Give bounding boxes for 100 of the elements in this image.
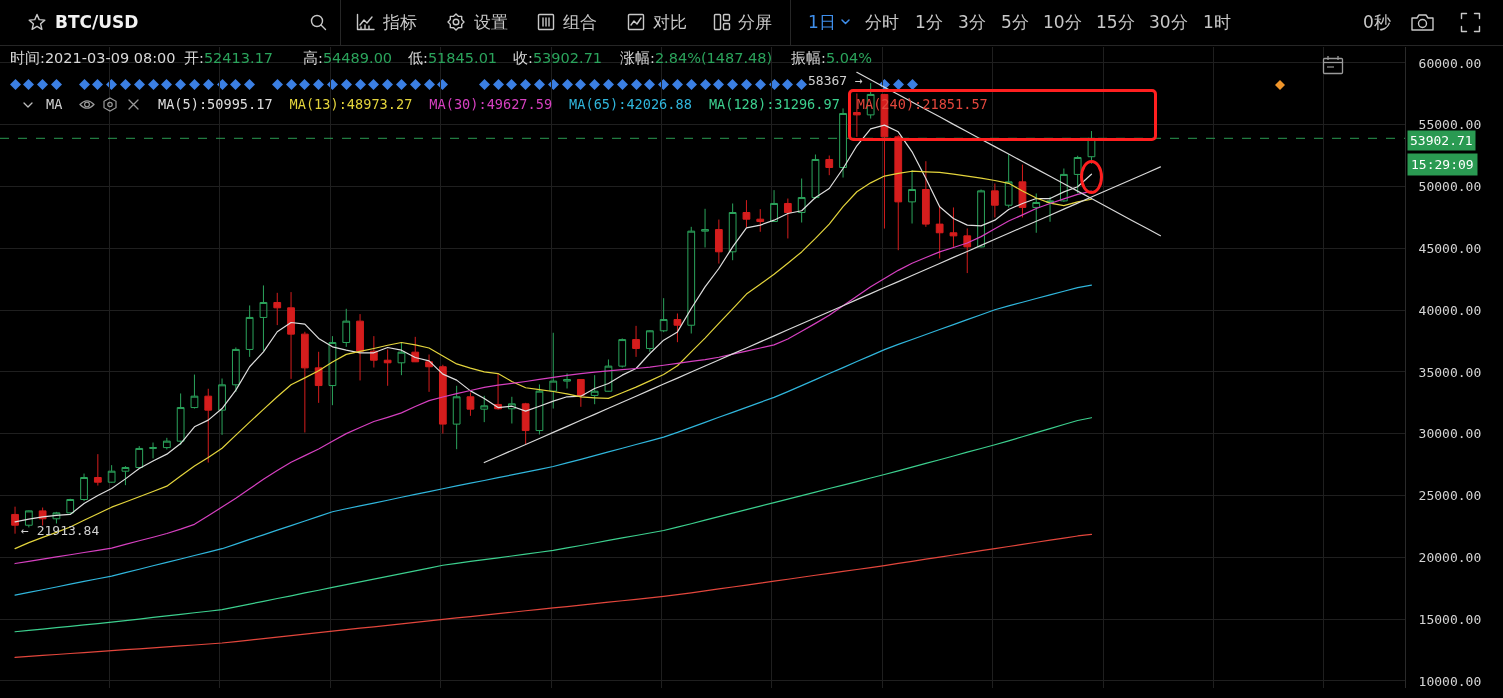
candlestick (11, 506, 19, 535)
text: MA(128):31296.97 (708, 96, 840, 113)
candlestick (245, 304, 254, 358)
candlestick (218, 378, 226, 436)
candlestick (287, 291, 295, 380)
y-tick-label: 15000.00 (1418, 611, 1482, 627)
candlestick (328, 335, 337, 406)
candlestick (383, 348, 392, 387)
text: 1日 (808, 11, 836, 33)
candlestick (438, 364, 447, 434)
y-tick-label: 25000.00 (1418, 488, 1482, 504)
candlestick (604, 358, 613, 392)
candlestick (190, 374, 199, 410)
candlestick (121, 465, 130, 486)
candlestick (397, 342, 406, 376)
candlestick (659, 297, 668, 333)
candlestick (576, 378, 585, 408)
candlestick (1032, 192, 1041, 234)
text: 15:29:09 (1411, 157, 1474, 172)
y-tick-label: 60000.00 (1418, 55, 1482, 71)
candlestick (783, 198, 792, 239)
candlestick (935, 205, 944, 259)
candlestick (1046, 196, 1054, 223)
y-tick-label: 20000.00 (1418, 549, 1482, 565)
candlestick (632, 325, 640, 358)
candlestick (273, 292, 282, 326)
text: 10分 (1043, 11, 1082, 33)
candlestick (797, 178, 806, 224)
line-series (14, 533, 1093, 658)
candlestick (990, 182, 999, 218)
candlestick (687, 226, 696, 335)
candlestick (259, 284, 268, 352)
y-tick-label: 10000.00 (1418, 673, 1482, 689)
candlestick (756, 208, 765, 233)
candlestick (673, 312, 682, 343)
chart-title: BTC/USD (55, 11, 139, 33)
candlestick (921, 160, 930, 228)
text: MA(5):50995.17 (158, 96, 273, 113)
text: 组合 (563, 11, 597, 33)
candlestick (521, 402, 530, 445)
annotation: 开:52413.17 (184, 50, 274, 66)
text: 30分 (1149, 11, 1188, 33)
text: 5分 (1001, 11, 1029, 33)
candlestick (342, 308, 351, 348)
candlestick (977, 189, 985, 248)
candlestick (176, 392, 185, 446)
line-series (14, 284, 1093, 596)
candlestick (314, 351, 323, 404)
candlestick (590, 374, 599, 405)
text: 0秒 (1363, 11, 1391, 33)
annotation: 时间:2021-03-09 08:00 (10, 49, 176, 67)
y-tick-label: 55000.00 (1418, 117, 1482, 133)
candlestick (1004, 153, 1013, 209)
candlestick (701, 208, 709, 248)
text: 分屏 (738, 11, 772, 33)
annotation: 低:51845.01 (408, 50, 498, 66)
candlestick (369, 335, 378, 368)
text: 分时 (865, 11, 899, 33)
candlestick (549, 332, 558, 410)
text: 15分 (1096, 11, 1135, 33)
candlestick (770, 189, 778, 223)
text: MA(30):49627.59 (429, 96, 553, 113)
annotation: 振幅:5.04% (791, 50, 872, 66)
y-tick-label: 35000.00 (1418, 364, 1482, 380)
candlestick (949, 206, 958, 248)
text: 指标 (383, 11, 417, 33)
candlestick (507, 396, 516, 424)
candlestick (963, 227, 972, 274)
y-tick-label: 50000.00 (1418, 179, 1482, 195)
annotation: 58367 → (808, 73, 863, 88)
ref-line-label: 53902.71 (1410, 133, 1473, 148)
candlestick (811, 154, 820, 200)
candlestick (300, 331, 309, 434)
text: 3分 (958, 11, 986, 33)
legend-title: MA (46, 96, 63, 113)
y-tick-label: 40000.00 (1418, 302, 1482, 318)
text: MA(13):48973.27 (289, 96, 413, 113)
candlestick (162, 437, 171, 450)
candlestick (52, 511, 61, 524)
candlestick (107, 464, 116, 484)
annotation: 收:53902.71 (513, 50, 603, 66)
candlestick (894, 134, 903, 251)
candlestick (204, 388, 213, 464)
candlestick (563, 372, 571, 390)
candlestick (1073, 155, 1082, 194)
candlestick (714, 219, 723, 265)
candlestick (356, 313, 364, 381)
y-tick-label: 45000.00 (1418, 240, 1482, 256)
y-tick-label: 30000.00 (1418, 426, 1482, 442)
candlestick (480, 395, 489, 423)
candlestick (728, 202, 737, 261)
candlestick (1059, 168, 1068, 203)
line-series (14, 417, 1093, 633)
text: 1分 (915, 11, 943, 33)
annotation: 高:54489.00 (303, 50, 393, 66)
annotation: 涨幅:2.84%(1487.48) (620, 50, 773, 66)
candlestick (742, 199, 751, 228)
candlestick (135, 445, 144, 469)
candlestick (908, 169, 916, 224)
candlestick (24, 509, 33, 528)
